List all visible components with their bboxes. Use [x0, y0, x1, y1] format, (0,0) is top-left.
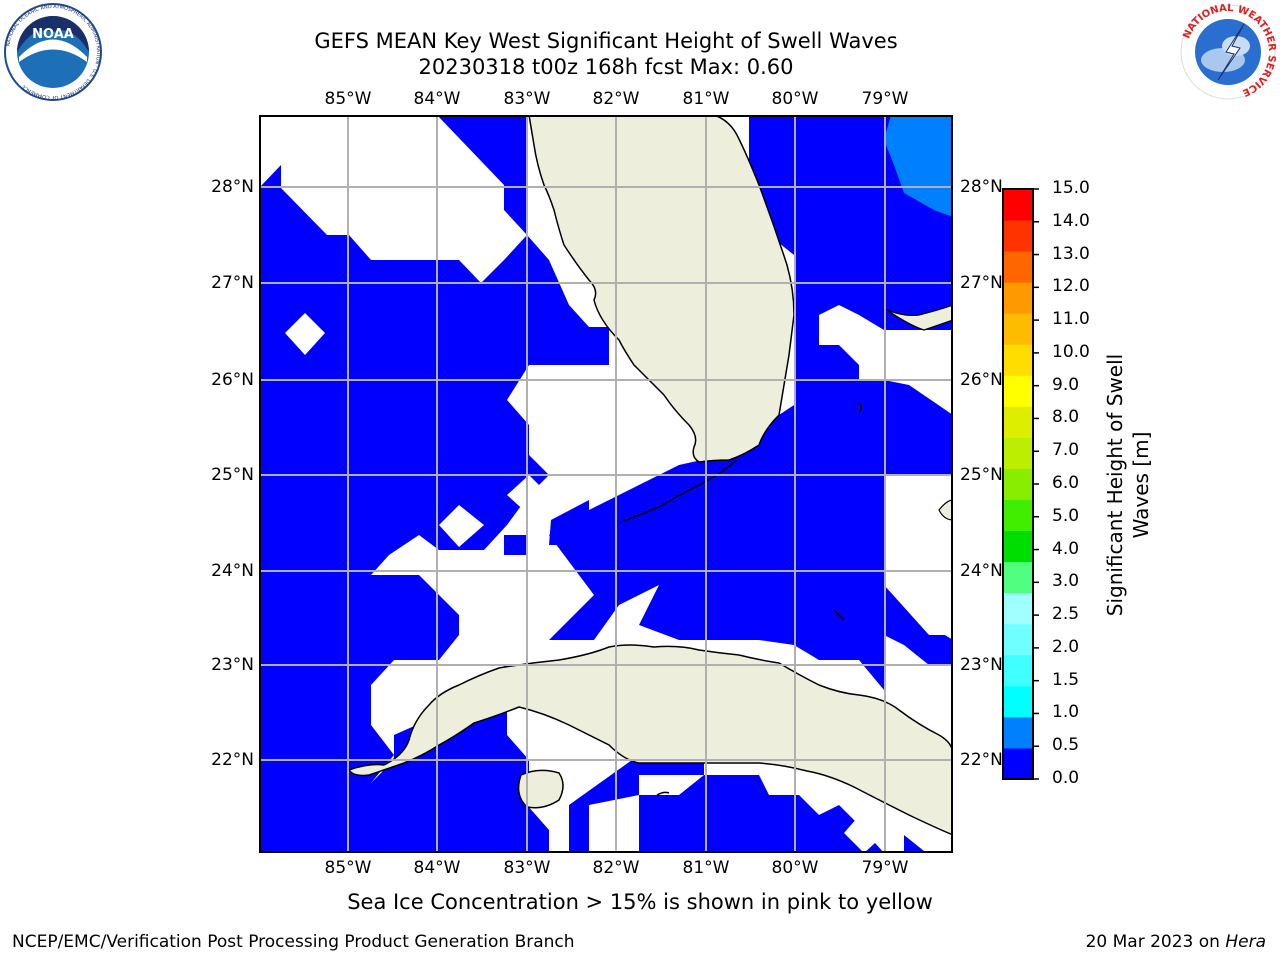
colorbar-tick-label: 11.0	[1052, 309, 1090, 330]
colorbar-tick-label: 4.0	[1052, 538, 1080, 559]
bahamas-land	[886, 304, 953, 331]
lon-label-bottom: 82°W	[592, 858, 640, 878]
noaa-logo: NOAA NATIONAL OCEANIC AND ATMOSPHERIC AD…	[4, 3, 102, 101]
run-date-text: 20 Mar 2023 on	[1085, 932, 1226, 952]
map-frame	[259, 115, 953, 853]
florida-land	[528, 115, 795, 463]
colorbar-tick-label: 7.0	[1052, 440, 1080, 461]
colorbar-tick-label: 6.0	[1052, 473, 1080, 493]
colorbar-tick-label: 1.0	[1052, 702, 1080, 723]
lon-label-bottom: 84°W	[413, 858, 461, 878]
run-date: 20 Mar 2023 on Hera	[1086, 932, 1266, 952]
map-title: GEFS MEAN Key West Significant Height of…	[314, 29, 898, 53]
colorbar-segment	[1003, 716, 1033, 749]
lat-label-left: 24°N	[211, 561, 254, 581]
lon-label-top: 85°W	[324, 89, 372, 109]
lon-label-top: 81°W	[682, 89, 730, 109]
colorbar-tick-label: 13.0	[1052, 243, 1090, 264]
graticule	[259, 115, 953, 853]
lon-label-top: 83°W	[503, 89, 551, 109]
colorbar	[1002, 188, 1039, 780]
colorbar-tick-label: 1.5	[1052, 669, 1080, 690]
swell-field-mid	[884, 115, 953, 217]
colorbar-tick-label: 0.5	[1052, 735, 1080, 756]
lat-label-right: 22°N	[960, 750, 1003, 770]
lat-label-right: 27°N	[960, 273, 1003, 293]
colorbar-segment	[1003, 437, 1033, 469]
colorbar-tick-label: 12.0	[1052, 276, 1090, 297]
colorbar-segment	[1003, 530, 1033, 563]
lat-label-left: 27°N	[211, 273, 254, 293]
lat-label-right: 25°N	[960, 465, 1003, 485]
noaa-logo-text: NOAA	[32, 27, 74, 42]
colorbar-segment	[1003, 561, 1033, 594]
colorbar-segment	[1003, 499, 1033, 532]
colorbar-tick-label: 10.0	[1052, 341, 1090, 362]
colorbar-tick-label: 2.5	[1052, 604, 1080, 625]
colorbar-segment	[1003, 623, 1033, 656]
lat-label-left: 22°N	[211, 750, 254, 770]
lon-label-top: 79°W	[861, 89, 909, 109]
colorbar-segment	[1003, 251, 1033, 283]
colorbar-segment	[1003, 747, 1033, 780]
colorbar-tick-label: 5.0	[1052, 505, 1080, 526]
colorbar-segment	[1003, 406, 1033, 438]
credit-text: NCEP/EMC/Verification Post Processing Pr…	[12, 932, 575, 952]
colorbar-tick-label: 9.0	[1052, 374, 1080, 395]
lon-label-bottom: 83°W	[503, 858, 551, 878]
host-name: Hera	[1225, 932, 1266, 952]
colorbar-segment	[1003, 189, 1033, 221]
lat-label-right: 26°N	[960, 370, 1003, 390]
colorbar-title: Significant Height of Swell Waves [m]	[1103, 353, 1153, 617]
colorbar-tick-label: 14.0	[1052, 210, 1090, 231]
colorbar-tick-label: 0.0	[1052, 768, 1080, 788]
colorbar-segment	[1003, 220, 1033, 252]
lon-label-bottom: 81°W	[682, 858, 730, 878]
lat-label-left: 25°N	[211, 465, 254, 485]
lon-label-top: 82°W	[592, 89, 640, 109]
lon-label-bottom: 80°W	[771, 858, 819, 878]
colorbar-tick-label: 15.0	[1052, 178, 1090, 198]
lon-label-top: 84°W	[413, 89, 461, 109]
colorbar-tick-label: 3.0	[1052, 571, 1080, 592]
colorbar-segment	[1003, 685, 1033, 718]
lon-label-bottom: 85°W	[324, 858, 372, 878]
colorbar-segment	[1003, 375, 1033, 407]
swell-height-map	[259, 115, 953, 853]
lat-label-right: 23°N	[960, 655, 1003, 675]
cuba-land	[347, 644, 953, 836]
lat-label-left: 26°N	[211, 370, 254, 390]
map-subtitle: 20230318 t00z 168h fcst Max: 0.60	[418, 55, 794, 79]
lat-label-right: 28°N	[960, 177, 1003, 197]
sea-ice-note: Sea Ice Concentration > 15% is shown in …	[347, 890, 933, 914]
nws-logo: NATIONAL WEATHER SERVICE	[1180, 3, 1277, 100]
colorbar-segment	[1003, 592, 1033, 625]
colorbar-tick-label: 2.0	[1052, 636, 1080, 657]
isla-juventud	[517, 769, 564, 809]
lat-label-left: 28°N	[211, 177, 254, 197]
colorbar-segment	[1003, 313, 1033, 345]
lon-label-bottom: 79°W	[861, 858, 909, 878]
colorbar-segment	[1003, 344, 1033, 376]
colorbar-segment	[1003, 468, 1033, 501]
colorbar-segment	[1003, 654, 1033, 687]
lat-label-left: 23°N	[211, 655, 254, 675]
lat-label-right: 24°N	[960, 561, 1003, 581]
colorbar-segment	[1003, 282, 1033, 314]
lon-label-top: 80°W	[771, 89, 819, 109]
colorbar-tick-label: 8.0	[1052, 407, 1080, 428]
